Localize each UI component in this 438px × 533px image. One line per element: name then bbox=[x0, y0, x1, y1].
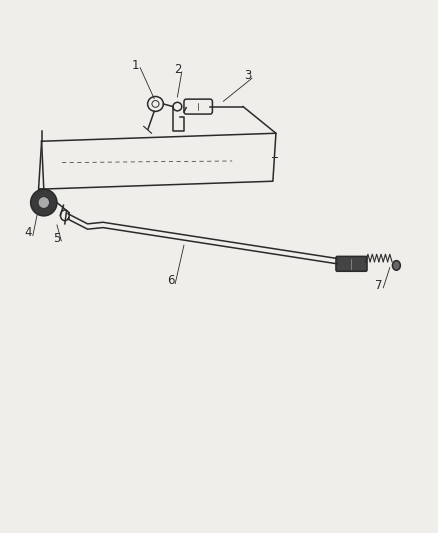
Text: 3: 3 bbox=[244, 69, 251, 82]
Text: 1: 1 bbox=[132, 59, 140, 71]
Text: 6: 6 bbox=[167, 274, 175, 287]
Ellipse shape bbox=[38, 197, 49, 208]
FancyBboxPatch shape bbox=[336, 256, 367, 271]
Ellipse shape bbox=[31, 189, 57, 216]
Text: 2: 2 bbox=[173, 63, 181, 76]
Text: 7: 7 bbox=[375, 279, 383, 292]
Text: 5: 5 bbox=[53, 232, 60, 245]
Text: 4: 4 bbox=[25, 227, 32, 239]
Circle shape bbox=[392, 261, 400, 270]
